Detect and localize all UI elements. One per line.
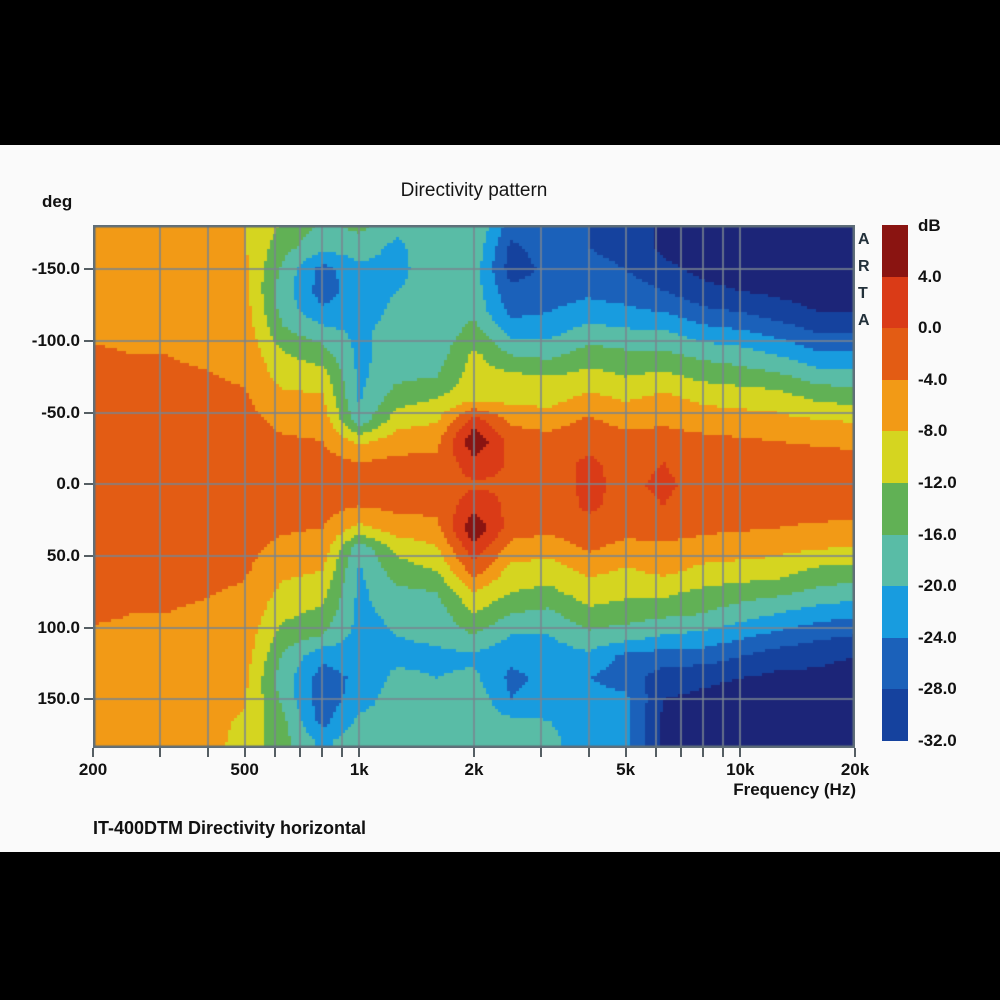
- directivity-heatmap-canvas: [93, 225, 855, 748]
- colorbar-unit-label: dB: [918, 216, 941, 235]
- colorbar-boundary-label: -20.0: [918, 576, 957, 596]
- y-tick-mark: [84, 698, 93, 701]
- y-tick-mark: [84, 268, 93, 271]
- x-tick-label: 2k: [464, 760, 484, 779]
- y-tick-mark: [84, 626, 93, 629]
- y-tick-label: 0.0: [56, 474, 80, 494]
- x-tick-label: 5k: [616, 760, 636, 779]
- directivity-plot: [93, 225, 855, 748]
- x-tick-label: 20k: [840, 760, 870, 779]
- x-tick-mark: [588, 748, 590, 757]
- colorbar-boundary-label: -4.0: [918, 369, 948, 389]
- y-tick-label: -150.0: [31, 259, 80, 279]
- x-tick-label: 200: [78, 760, 108, 779]
- arta-watermark: A R T A: [858, 231, 870, 329]
- y-tick-label: -100.0: [31, 331, 80, 351]
- x-tick-mark: [341, 748, 343, 757]
- colorbar-boundary-label: 4.0: [918, 266, 942, 286]
- colorbar-boundary-label: -28.0: [918, 679, 957, 699]
- colorbar-segment: [882, 379, 908, 432]
- colorbar-boundary-label: 0.0: [918, 318, 942, 338]
- colorbar: [882, 225, 908, 742]
- colorbar-segment: [882, 276, 908, 329]
- x-tick-label: 500: [230, 760, 259, 779]
- x-tick-mark: [722, 748, 724, 757]
- colorbar-segment: [882, 483, 908, 536]
- x-tick-mark: [473, 748, 475, 757]
- colorbar-segment: [882, 225, 908, 278]
- y-tick-mark: [84, 554, 93, 557]
- x-tick-label: 10k: [726, 760, 755, 779]
- measurement-caption: IT-400DTM Directivity horizontal: [93, 818, 367, 838]
- colorbar-boundary-label: -8.0: [918, 421, 948, 441]
- x-tick-mark: [625, 748, 627, 757]
- x-axis-label: Frequency (Hz): [733, 780, 856, 799]
- x-tick-mark: [321, 748, 323, 757]
- y-axis-unit-label: deg: [42, 192, 73, 211]
- colorbar-segment: [882, 534, 908, 587]
- colorbar-segment: [882, 328, 908, 381]
- x-tick-mark: [274, 748, 276, 757]
- chart-title: Directivity pattern: [400, 180, 548, 201]
- x-tick-mark: [299, 748, 301, 757]
- x-tick-mark: [702, 748, 704, 757]
- colorbar-boundary-label: -12.0: [918, 473, 957, 492]
- x-tick-mark: [680, 748, 682, 757]
- colorbar-boundary-label: -32.0: [918, 731, 957, 750]
- x-tick-mark: [358, 748, 360, 757]
- y-tick-label: 150.0: [37, 689, 80, 709]
- x-tick-mark: [540, 748, 542, 757]
- colorbar-segment: [882, 431, 908, 484]
- x-tick-mark: [244, 748, 246, 757]
- y-tick-label: 100.0: [37, 617, 80, 637]
- x-tick-label: 1k: [349, 760, 369, 779]
- colorbar-segment: [882, 586, 908, 639]
- y-tick-label: -50.0: [41, 402, 80, 422]
- y-tick-mark: [84, 340, 93, 343]
- x-tick-mark: [655, 748, 657, 757]
- x-tick-mark: [92, 748, 94, 757]
- x-tick-mark: [159, 748, 161, 757]
- x-tick-mark: [854, 748, 856, 757]
- y-tick-label: 50.0: [46, 545, 80, 565]
- y-tick-mark: [84, 411, 93, 414]
- colorbar-boundary-label: -24.0: [918, 627, 957, 647]
- colorbar-segment: [882, 689, 908, 742]
- x-tick-mark: [207, 748, 209, 757]
- colorbar-segment: [882, 637, 908, 690]
- x-tick-mark: [739, 748, 741, 757]
- y-tick-mark: [84, 483, 93, 486]
- colorbar-boundary-label: -16.0: [918, 524, 957, 544]
